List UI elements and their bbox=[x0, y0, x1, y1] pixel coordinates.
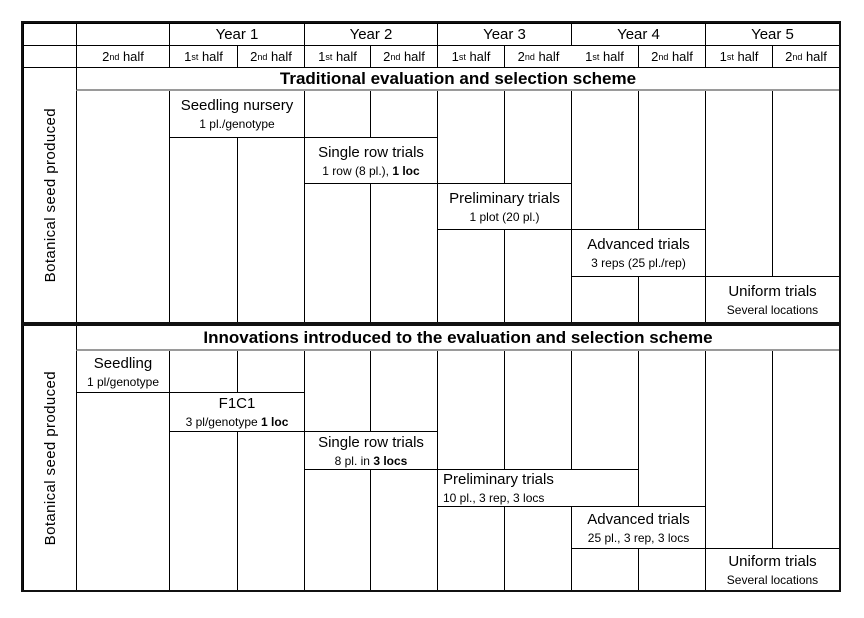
empty-cell bbox=[504, 229, 572, 324]
empty-cell bbox=[304, 183, 371, 324]
empty-cell bbox=[237, 137, 305, 324]
empty-cell bbox=[76, 90, 170, 324]
empty-cell bbox=[76, 392, 170, 590]
corner-cell bbox=[23, 23, 77, 46]
empty-cell bbox=[504, 90, 572, 184]
stage-uniform-trials-1: Uniform trials Several locations bbox=[705, 276, 839, 324]
side-label-section-2: Botanical seed produced bbox=[23, 325, 77, 590]
stage-advanced-trials-1: Advanced trials 3 reps (25 pl./rep) bbox=[571, 229, 706, 277]
year-label: Year 3 bbox=[483, 26, 526, 43]
empty-cell bbox=[772, 90, 839, 277]
stage-subtitle: 1 pl/genotype bbox=[86, 374, 160, 389]
year-header-2: Year 2 bbox=[304, 23, 438, 46]
stage-subtitle: Several locations bbox=[726, 303, 819, 317]
empty-cell bbox=[638, 548, 706, 590]
stage-subtitle: 8 pl. in 3 locs bbox=[334, 453, 408, 468]
stage-subtitle: 25 pl., 3 rep, 3 locs bbox=[587, 530, 690, 545]
empty-cell bbox=[437, 229, 505, 324]
empty-cell bbox=[437, 506, 505, 590]
stage-title: Advanced trials bbox=[587, 236, 690, 253]
empty-cell bbox=[169, 137, 238, 324]
empty-cell bbox=[76, 23, 170, 46]
stage-subtitle: 3 reps (25 pl./rep) bbox=[591, 256, 686, 270]
empty-cell bbox=[571, 350, 639, 470]
empty-cell bbox=[370, 350, 438, 432]
stage-seedling: Seedling 1 pl/genotype bbox=[76, 350, 170, 393]
side-label-section-1: Botanical seed produced bbox=[23, 67, 77, 324]
empty-cell bbox=[169, 350, 238, 393]
year-header-4: Year 4 bbox=[571, 23, 706, 46]
stage-subtitle: 10 pl., 3 rep, 3 locs bbox=[443, 491, 545, 505]
stage-title: Single row trials bbox=[318, 143, 424, 161]
stage-title: Preliminary trials bbox=[449, 189, 560, 207]
stage-subtitle: 1 row (8 pl.), 1 loc bbox=[322, 163, 420, 178]
section-divider bbox=[23, 322, 839, 326]
stage-title: Seedling bbox=[93, 354, 153, 372]
empty-cell bbox=[437, 350, 505, 470]
stage-preliminary-trials-1: Preliminary trials 1 plot (20 pl.) bbox=[437, 183, 572, 230]
empty-cell bbox=[504, 506, 572, 590]
empty-cell bbox=[638, 350, 706, 507]
year-label: Year 2 bbox=[349, 26, 393, 43]
empty-cell bbox=[504, 350, 572, 470]
stage-f1c1: F1C1 3 pl/genotype 1 loc bbox=[169, 392, 305, 432]
stage-title: F1C1 bbox=[218, 395, 256, 412]
stage-title: Single row trials bbox=[318, 433, 424, 451]
section-1-banner: Traditional evaluation and selection sch… bbox=[76, 67, 839, 91]
stage-subtitle: Several locations bbox=[726, 572, 819, 587]
empty-cell bbox=[304, 90, 371, 138]
stage-seedling-nursery: Seedling nursery 1 pl./genotype bbox=[169, 90, 305, 138]
stage-title: Preliminary trials bbox=[443, 471, 554, 488]
stage-single-row-trials-1: Single row trials 1 row (8 pl.), 1 loc bbox=[304, 137, 438, 184]
stage-subtitle: 1 plot (20 pl.) bbox=[469, 209, 540, 224]
empty-cell bbox=[772, 350, 839, 549]
empty-cell bbox=[169, 431, 238, 590]
empty-cell bbox=[370, 90, 438, 138]
empty-cell bbox=[638, 276, 706, 324]
section-2-banner: Innovations introduced to the evaluation… bbox=[76, 325, 839, 351]
stage-advanced-trials-2: Advanced trials 25 pl., 3 rep, 3 locs bbox=[571, 506, 706, 549]
empty-cell bbox=[571, 276, 639, 324]
corner-cell bbox=[23, 45, 77, 68]
empty-cell bbox=[370, 469, 438, 590]
stage-single-row-trials-2: Single row trials 8 pl. in 3 locs bbox=[304, 431, 438, 470]
empty-cell bbox=[571, 548, 639, 590]
empty-cell bbox=[304, 350, 371, 432]
stage-title: Advanced trials bbox=[587, 510, 690, 528]
empty-cell bbox=[304, 469, 371, 590]
stage-title: Seedling nursery bbox=[180, 97, 294, 114]
stage-title: Uniform trials bbox=[728, 283, 817, 300]
empty-cell bbox=[571, 90, 639, 230]
stage-preliminary-trials-2: Preliminary trials 10 pl., 3 rep, 3 locs bbox=[437, 469, 639, 507]
empty-cell bbox=[237, 350, 305, 393]
empty-cell bbox=[370, 183, 438, 324]
empty-cell bbox=[237, 431, 305, 590]
year-header-5: Year 5 bbox=[705, 23, 839, 46]
empty-cell bbox=[705, 90, 773, 277]
year-label: Year 5 bbox=[751, 26, 794, 43]
empty-cell bbox=[705, 350, 773, 549]
year-header-3: Year 3 bbox=[437, 23, 572, 46]
stage-subtitle: 3 pl/genotype 1 loc bbox=[185, 415, 289, 429]
year-label: Year 4 bbox=[617, 26, 660, 43]
year-header-1: Year 1 bbox=[169, 23, 305, 46]
stage-subtitle: 1 pl./genotype bbox=[199, 117, 275, 131]
stage-uniform-trials-2: Uniform trials Several locations bbox=[705, 548, 839, 590]
empty-cell bbox=[638, 90, 706, 230]
year-label: Year 1 bbox=[215, 26, 259, 43]
stage-title: Uniform trials bbox=[728, 552, 817, 570]
empty-cell bbox=[437, 90, 505, 184]
